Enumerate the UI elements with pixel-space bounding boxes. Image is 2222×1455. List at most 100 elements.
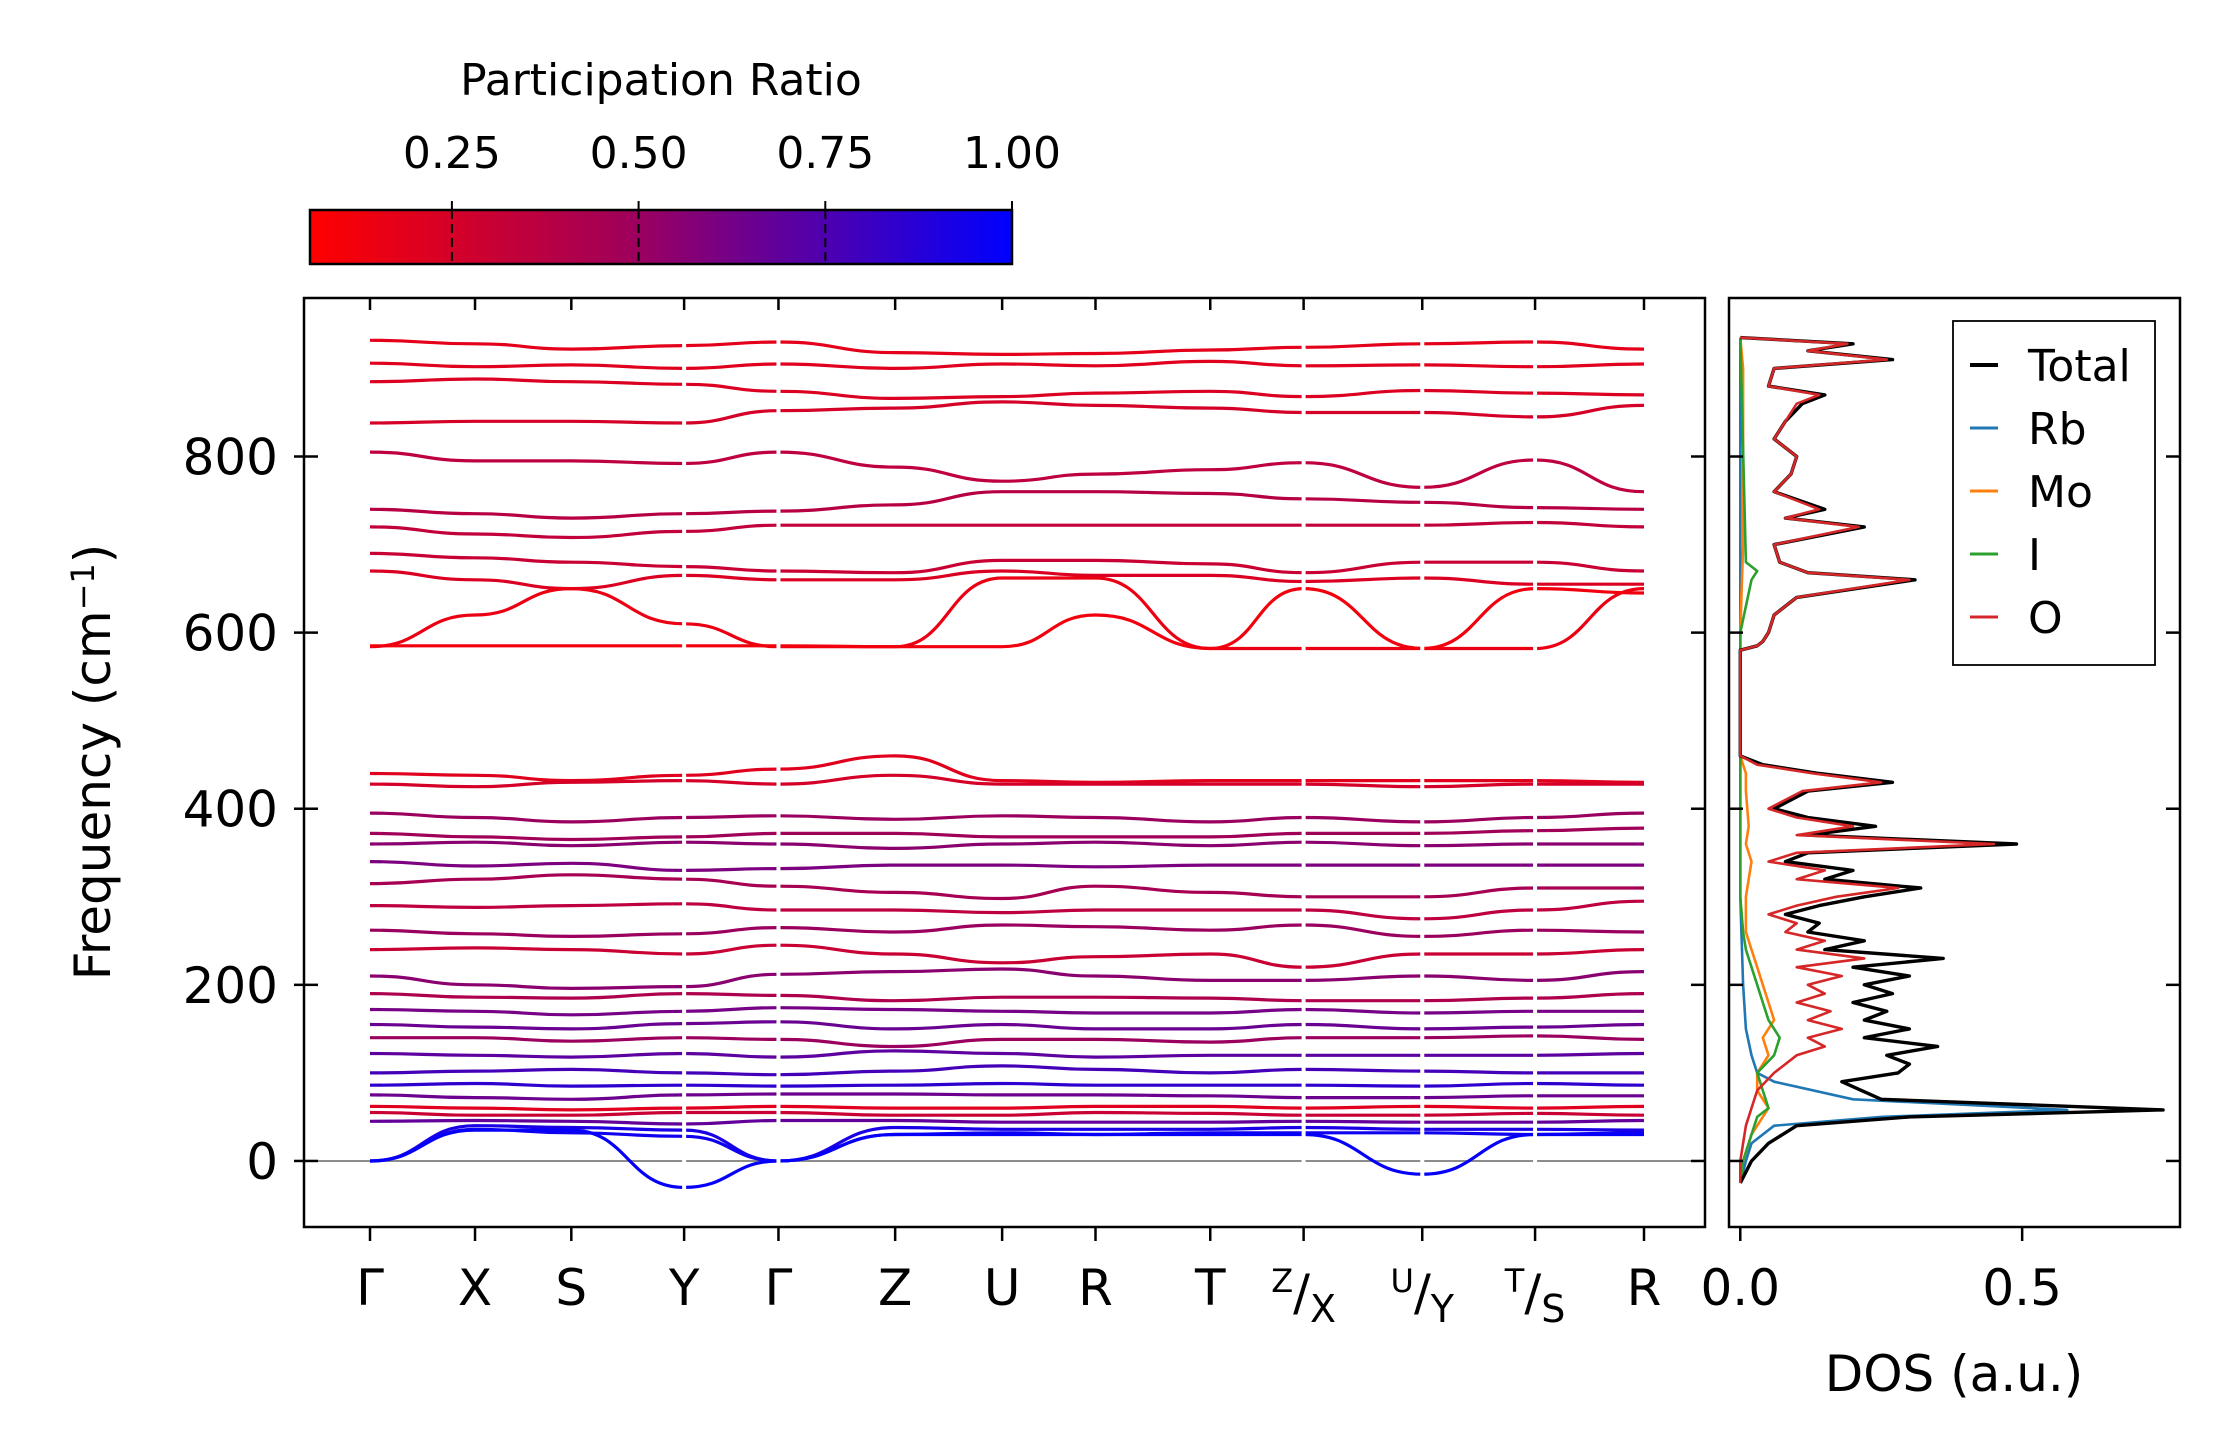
phonon-band [778,587,1304,651]
phonon-band [778,863,1304,871]
phonon-band [1303,952,1423,969]
phonon-band [369,551,685,569]
phonon-band [684,1092,779,1097]
phonon-band [369,946,685,956]
phonon-band [1303,974,1423,982]
phonon-band [778,1118,1304,1124]
frequency-tick-label: 200 [183,957,278,1015]
phonon-band [778,1036,1304,1049]
legend-label-rb: Rb [2028,404,2087,455]
phonon-band [1303,497,1423,504]
phonon-band [1535,1022,1645,1029]
phonon-band [1422,928,1536,938]
segment-break [682,328,687,1197]
phonon-band [1422,410,1536,419]
phonon-band [369,1104,685,1112]
phonon-band [778,831,1304,839]
phonon-band [778,923,1304,934]
phonon-band [684,573,779,582]
phonon-band [1422,1025,1536,1031]
phonon-band [778,840,1304,851]
dos-legend: Total Rb Mo IO [1952,320,2156,666]
phonon-band [1303,815,1423,824]
phonon-band [1535,1104,1645,1110]
phonon-band [369,992,685,1000]
phonon-band [778,576,1304,651]
frequency-tick-label: 400 [183,781,278,839]
phonon-band [778,1020,1304,1031]
phonon-band [1535,811,1645,820]
legend-label-i: I [2028,530,2041,581]
phonon-band [369,586,685,649]
phonon-band [1303,388,1423,399]
phonon-band [1535,948,1645,956]
phonon-band [684,1006,779,1013]
phonon-band [684,1134,779,1163]
phonon-band [1422,520,1536,527]
phonon-band [778,400,1304,415]
kpath-label: T [1194,1259,1226,1317]
phonon-band [778,1092,1304,1100]
phonon-band [778,908,1304,915]
phonon-band [1303,1083,1423,1088]
phonon-band [778,1125,1304,1163]
phonon-band [1303,342,1423,349]
dos-tick-label: 0.5 [1982,1259,2062,1317]
phonon-band [684,565,779,573]
phonon-band [778,1131,1304,1163]
phonon-band [1303,560,1423,575]
dos-series-o [1739,336,1996,1183]
phonon-band [369,1081,685,1088]
frequency-tick-label: 0 [246,1133,278,1191]
phonon-band [684,926,779,936]
dos-series-i [1739,337,1781,1184]
phonon-band [1535,1127,1645,1132]
frequency-axis: 0 200 400 600 800 [183,429,1705,1191]
phonon-band [369,1128,685,1189]
phonon-band [684,1104,779,1110]
phonon-band [369,928,685,939]
phonon-band [1422,340,1536,346]
phonon-band [1422,815,1536,824]
phonon-band [684,943,779,956]
phonon-band [369,450,685,466]
phonon-band [369,1093,685,1101]
phonon-band [778,1110,1304,1117]
kpath-label: Γ [356,1259,384,1317]
phonon-band [684,1071,779,1077]
kpath-label: S [555,1259,587,1317]
phonon-band [1422,458,1536,489]
phonon-band [369,840,685,848]
phonon-band [684,779,779,786]
dos-axis: 0.0 0.5 [1701,1227,2062,1317]
phonon-band [778,1064,1304,1077]
phonon-band [684,450,779,466]
phonon-band [684,1159,779,1189]
dos-curves [1738,335,2165,1184]
phonon-band [369,902,685,910]
phonon-band [1535,1111,1645,1117]
phonon-band [778,884,1304,901]
phonon-band [369,419,685,425]
phonon-band [778,340,1304,357]
phonon-band [684,877,779,888]
phonon-band [1303,1067,1423,1073]
dos-frequency-ticks [1729,455,2180,1163]
phonon-band [778,1104,1304,1110]
phonon-band [369,1007,685,1017]
phonon-band [1303,1125,1423,1131]
phonon-band [1422,1111,1536,1117]
legend-label-mo: Mo [2028,467,2093,518]
phonon-band [1303,1022,1423,1031]
phonon-band [1535,779,1645,784]
kpath-label: Γ [765,1259,793,1317]
phonon-band [1535,1034,1645,1041]
phonon-band [684,972,779,989]
phonon-band [684,831,779,839]
phonon-band [684,1020,779,1026]
phonon-band [778,993,1304,1003]
phonon-band [684,409,779,425]
phonon-band [1422,829,1536,835]
